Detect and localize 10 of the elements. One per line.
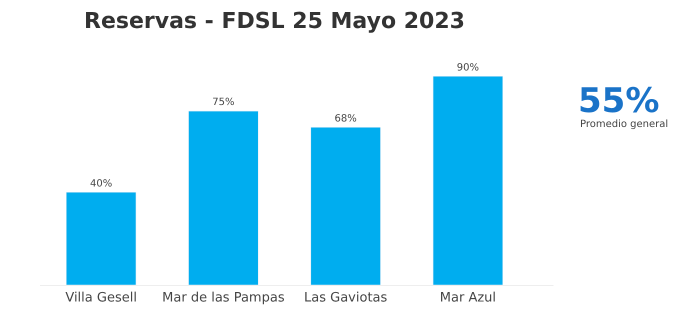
data-label: 68% [334, 113, 357, 124]
x-tick-label: Mar Azul [440, 290, 496, 306]
data-label: 75% [212, 97, 235, 108]
text: Promedio general [580, 119, 668, 130]
data-label: 90% [456, 62, 480, 74]
chart-title: Reservas - FDSL 25 Mayo 2023 [84, 9, 465, 34]
x-tick-label: Las Gaviotas [304, 290, 388, 306]
x-tick-label: Villa Gesell [65, 290, 137, 306]
x-tick-label: Mar de las Pampas [162, 290, 285, 306]
data-label: 40% [90, 178, 112, 190]
